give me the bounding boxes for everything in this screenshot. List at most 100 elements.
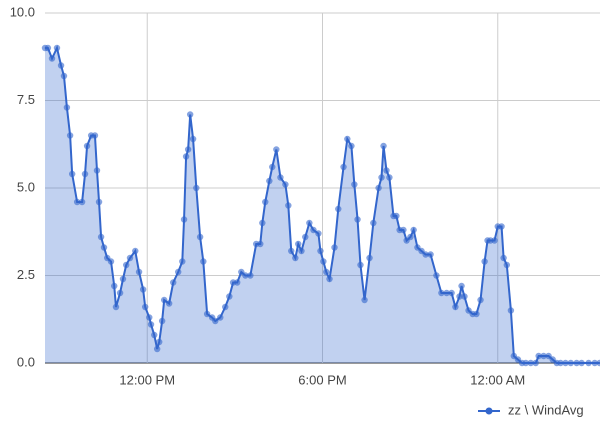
point (212, 317, 219, 325)
point (317, 247, 324, 255)
point (160, 296, 168, 304)
point (298, 247, 305, 255)
point (226, 293, 233, 300)
point (578, 359, 585, 367)
point (433, 272, 440, 279)
point (83, 142, 91, 150)
point (562, 359, 569, 367)
point (295, 240, 302, 248)
legend-marker (485, 407, 493, 415)
point (135, 268, 143, 276)
point (323, 268, 330, 276)
point (540, 352, 547, 360)
point (266, 177, 273, 185)
point (68, 170, 76, 178)
point (179, 258, 186, 265)
point (123, 261, 130, 269)
point (269, 163, 276, 171)
point (156, 338, 163, 346)
point (63, 104, 71, 111)
point (93, 167, 101, 174)
point (78, 198, 86, 206)
point (448, 289, 455, 297)
area (45, 48, 600, 363)
point (277, 174, 284, 181)
point (461, 293, 468, 300)
point (158, 317, 166, 325)
y-tick-label: 10.0 (10, 4, 35, 19)
x-tick-label: 12:00 PM (119, 372, 175, 387)
point (591, 359, 598, 367)
point (491, 237, 498, 244)
point (107, 258, 115, 265)
point (400, 226, 407, 234)
point (477, 296, 484, 304)
point (357, 261, 364, 269)
legend-label: zz \ WindAvg (508, 402, 584, 417)
point (184, 146, 192, 153)
point (111, 282, 118, 290)
point (247, 272, 254, 279)
point (306, 219, 313, 227)
point (557, 359, 564, 367)
point (320, 258, 327, 265)
point (366, 254, 373, 262)
point (567, 359, 574, 367)
point (126, 254, 134, 262)
point (500, 254, 507, 262)
point (573, 359, 580, 367)
point (522, 359, 530, 367)
point (262, 198, 269, 206)
point (422, 251, 429, 258)
point (189, 135, 197, 143)
point (535, 352, 542, 360)
point (112, 303, 120, 311)
point (532, 359, 539, 367)
point (153, 345, 161, 353)
point (116, 289, 124, 297)
point (44, 44, 52, 52)
point (141, 303, 149, 311)
point (596, 359, 600, 367)
point (292, 254, 299, 262)
y-tick-label: 7.5 (17, 92, 35, 107)
point (498, 223, 505, 230)
point (315, 230, 322, 237)
point (386, 174, 393, 181)
point (370, 219, 377, 227)
point (331, 244, 338, 251)
point (222, 303, 229, 311)
point (91, 132, 99, 139)
point (151, 331, 158, 339)
point (175, 268, 182, 276)
point (170, 279, 177, 286)
point (48, 55, 56, 62)
y-tick-label: 2.5 (17, 267, 35, 282)
point (473, 310, 480, 318)
point (234, 279, 241, 286)
point (139, 286, 147, 293)
point (242, 272, 249, 279)
point (165, 300, 173, 307)
point (452, 303, 459, 311)
point (354, 216, 361, 223)
point (507, 307, 515, 314)
point (527, 359, 534, 367)
point (288, 247, 295, 255)
point (348, 142, 355, 150)
point (100, 244, 108, 251)
point (285, 202, 292, 209)
point (585, 359, 592, 367)
y-tick-label: 5.0 (17, 179, 35, 194)
point (259, 219, 266, 227)
point (132, 247, 139, 255)
point (196, 233, 204, 241)
point (200, 258, 207, 265)
point (458, 282, 465, 290)
point (443, 289, 450, 297)
point (503, 261, 511, 269)
point (273, 146, 280, 153)
point (481, 258, 488, 265)
point (410, 226, 417, 234)
point (407, 233, 414, 241)
